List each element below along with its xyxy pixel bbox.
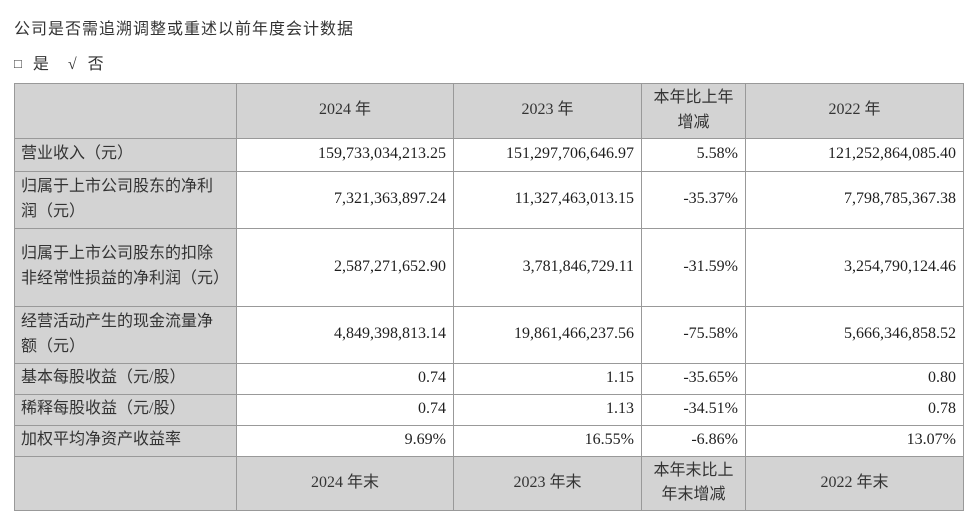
value-2024: 0.74 (236, 393, 454, 426)
col-header-2022: 2022 年 (745, 83, 964, 139)
row-label: 归属于上市公司股东的扣除非经常性损益的净利润（元） (14, 227, 237, 307)
footer-header-2023-end: 2023 年末 (453, 455, 642, 511)
value-change: -75.58% (641, 305, 746, 364)
value-2024: 9.69% (236, 424, 454, 457)
table-row-net-profit: 归属于上市公司股东的净利润（元） 7,321,363,897.24 11,327… (14, 170, 964, 229)
financial-summary-table: 2024 年 2023 年 本年比上年增减 2022 年 营业收入（元） 159… (14, 83, 964, 511)
no-label: 否 (87, 56, 105, 73)
table-row-diluted-eps: 稀释每股收益（元/股） 0.74 1.13 -34.51% 0.78 (14, 393, 964, 426)
footer-header-2022-end: 2022 年末 (745, 455, 964, 511)
value-2023: 151,297,706,646.97 (453, 137, 642, 172)
value-2024: 7,321,363,897.24 (236, 170, 454, 229)
footer-header-change-end: 本年末比上年末增减 (641, 455, 746, 511)
row-label: 基本每股收益（元/股） (14, 362, 237, 395)
table-row-net-profit-deducted: 归属于上市公司股东的扣除非经常性损益的净利润（元） 2,587,271,652.… (14, 227, 964, 307)
value-2022: 5,666,346,858.52 (745, 305, 964, 364)
value-2023: 3,781,846,729.11 (453, 227, 642, 307)
yes-label: 是 (32, 56, 50, 73)
value-2023: 1.15 (453, 362, 642, 395)
col-header-2023: 2023 年 (453, 83, 642, 139)
value-2023: 19,861,466,237.56 (453, 305, 642, 364)
row-label: 归属于上市公司股东的净利润（元） (14, 170, 237, 229)
yes-checkbox-icon: □ (14, 56, 23, 71)
value-2022: 7,798,785,367.38 (745, 170, 964, 229)
value-2024: 4,849,398,813.14 (236, 305, 454, 364)
value-2022: 13.07% (745, 424, 964, 457)
col-header-2024: 2024 年 (236, 83, 454, 139)
value-change: -6.86% (641, 424, 746, 457)
table-row-basic-eps: 基本每股收益（元/股） 0.74 1.15 -35.65% 0.80 (14, 362, 964, 395)
row-label: 加权平均净资产收益率 (14, 424, 237, 457)
table-footer-header-row: 2024 年末 2023 年末 本年末比上年末增减 2022 年末 (14, 455, 964, 511)
value-change: -35.65% (641, 362, 746, 395)
value-change: 5.58% (641, 137, 746, 172)
col-header-change: 本年比上年增减 (641, 83, 746, 139)
restate-choice-line: □ 是 √ 否 (14, 55, 970, 74)
value-2022: 0.78 (745, 393, 964, 426)
value-2023: 1.13 (453, 393, 642, 426)
col-header-empty (14, 83, 237, 139)
table-row-revenue: 营业收入（元） 159,733,034,213.25 151,297,706,6… (14, 137, 964, 172)
value-2023: 16.55% (453, 424, 642, 457)
value-change: -34.51% (641, 393, 746, 426)
table-header-row: 2024 年 2023 年 本年比上年增减 2022 年 (14, 83, 964, 139)
value-2022: 3,254,790,124.46 (745, 227, 964, 307)
row-label: 营业收入（元） (14, 137, 237, 172)
table-row-operating-cash-flow: 经营活动产生的现金流量净额（元） 4,849,398,813.14 19,861… (14, 305, 964, 364)
row-label: 稀释每股收益（元/股） (14, 393, 237, 426)
value-2024: 2,587,271,652.90 (236, 227, 454, 307)
no-checkmark-icon: √ (67, 56, 78, 73)
restate-question-text: 公司是否需追溯调整或重述以前年度会计数据 (14, 21, 355, 38)
footer-header-empty (14, 455, 237, 511)
value-change: -35.37% (641, 170, 746, 229)
footer-header-2024-end: 2024 年末 (236, 455, 454, 511)
value-2023: 11,327,463,013.15 (453, 170, 642, 229)
value-2022: 121,252,864,085.40 (745, 137, 964, 172)
row-label: 经营活动产生的现金流量净额（元） (14, 305, 237, 364)
value-2024: 0.74 (236, 362, 454, 395)
value-2024: 159,733,034,213.25 (236, 137, 454, 172)
table-row-weighted-avg-roe: 加权平均净资产收益率 9.69% 16.55% -6.86% 13.07% (14, 424, 964, 457)
value-change: -31.59% (641, 227, 746, 307)
value-2022: 0.80 (745, 362, 964, 395)
